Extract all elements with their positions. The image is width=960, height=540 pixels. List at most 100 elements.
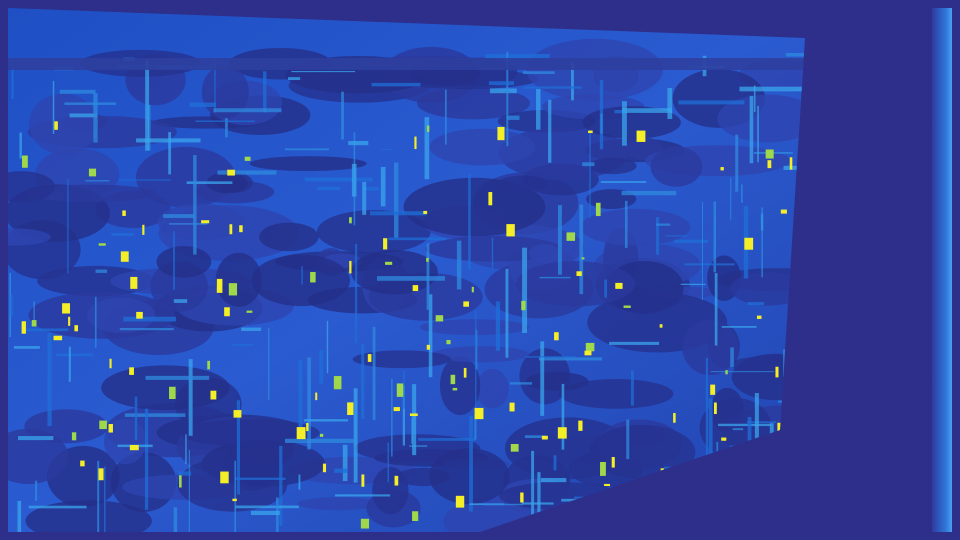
dark-blob (8, 171, 55, 203)
error-speck (584, 350, 592, 356)
bright-streak (444, 89, 447, 145)
bright-streak (28, 505, 87, 509)
error-speck (367, 354, 372, 362)
error-speck (566, 232, 576, 241)
bright-streak (362, 186, 379, 191)
bright-streak (381, 148, 392, 150)
error-speck (765, 149, 774, 159)
error-speck (220, 471, 229, 484)
error-speck (393, 407, 400, 412)
error-speck (22, 155, 28, 168)
bright-streak (387, 442, 389, 483)
error-speck (361, 474, 365, 487)
bright-streak (624, 200, 628, 249)
bright-streak (426, 243, 430, 310)
bright-streak (69, 113, 98, 118)
bright-streak (104, 466, 106, 532)
bright-streak (19, 132, 22, 159)
bright-streak (52, 81, 55, 134)
dark-blob (525, 371, 589, 391)
bright-streak (362, 182, 367, 215)
bright-streak (495, 301, 501, 351)
error-speck (673, 413, 676, 423)
bright-streak (234, 505, 299, 509)
bright-streak (474, 414, 477, 440)
bright-streak (217, 170, 277, 175)
error-speck (604, 483, 611, 487)
dark-blob (249, 156, 367, 172)
bright-streak (380, 166, 386, 207)
bright-streak (521, 502, 554, 505)
bright-streak (741, 184, 743, 203)
bright-streak (235, 477, 286, 480)
bright-streak (622, 108, 673, 113)
dark-blob (582, 106, 681, 139)
bright-streak (284, 148, 330, 151)
error-speck (557, 427, 567, 439)
bright-streak (372, 326, 376, 421)
error-speck (210, 390, 217, 400)
error-speck (554, 332, 559, 341)
bright-streak (684, 263, 735, 266)
bright-streak (600, 181, 647, 183)
bright-streak (334, 468, 348, 473)
error-speck (521, 300, 526, 311)
bright-streak (136, 138, 201, 143)
bright-streak (33, 301, 35, 326)
error-speck (53, 335, 63, 341)
bright-streak (17, 500, 22, 532)
dark-blob (251, 254, 351, 307)
bright-streak (667, 87, 673, 119)
error-speck (296, 427, 306, 440)
error-speck (349, 260, 352, 274)
error-speck (423, 210, 428, 215)
bright-streak (468, 173, 471, 271)
error-speck (229, 224, 233, 235)
dark-blob (351, 250, 438, 295)
bright-streak (298, 474, 301, 490)
bright-streak (304, 177, 373, 182)
error-speck (74, 325, 78, 332)
error-speck (396, 383, 404, 397)
dark-blob (215, 252, 262, 307)
bright-streak (680, 283, 706, 286)
bright-streak (268, 328, 270, 401)
bright-streak (307, 357, 311, 450)
bright-streak (173, 299, 188, 303)
error-speck (239, 225, 243, 233)
error-speck (725, 370, 728, 375)
error-speck (315, 392, 318, 401)
bright-streak (469, 415, 473, 512)
bright-streak (571, 62, 574, 101)
bright-streak (263, 71, 267, 113)
dark-blob (432, 346, 530, 363)
dark-blob (528, 243, 561, 263)
error-speck (21, 321, 26, 334)
bright-streak (524, 435, 546, 438)
error-speck (541, 435, 548, 440)
bright-streak (656, 223, 671, 226)
error-speck (450, 374, 456, 385)
bright-streak (746, 421, 777, 424)
error-speck (306, 422, 309, 432)
error-speck (109, 358, 112, 369)
error-speck (463, 301, 469, 307)
bright-streak (67, 178, 69, 274)
bright-streak (536, 89, 541, 130)
bright-streak (326, 320, 329, 374)
dark-blob (559, 379, 674, 409)
bright-streak (236, 400, 241, 495)
bright-streak (674, 239, 709, 243)
bright-streak (747, 302, 765, 306)
bright-streak (298, 360, 303, 429)
error-speck (710, 384, 716, 395)
bright-streak (93, 93, 98, 143)
error-speck (179, 475, 182, 488)
bright-streak (579, 204, 584, 295)
bright-streak (13, 346, 40, 349)
error-speck (227, 169, 235, 176)
bright-streak (548, 99, 552, 163)
bright-streak (168, 132, 172, 175)
bright-streak (145, 375, 210, 380)
